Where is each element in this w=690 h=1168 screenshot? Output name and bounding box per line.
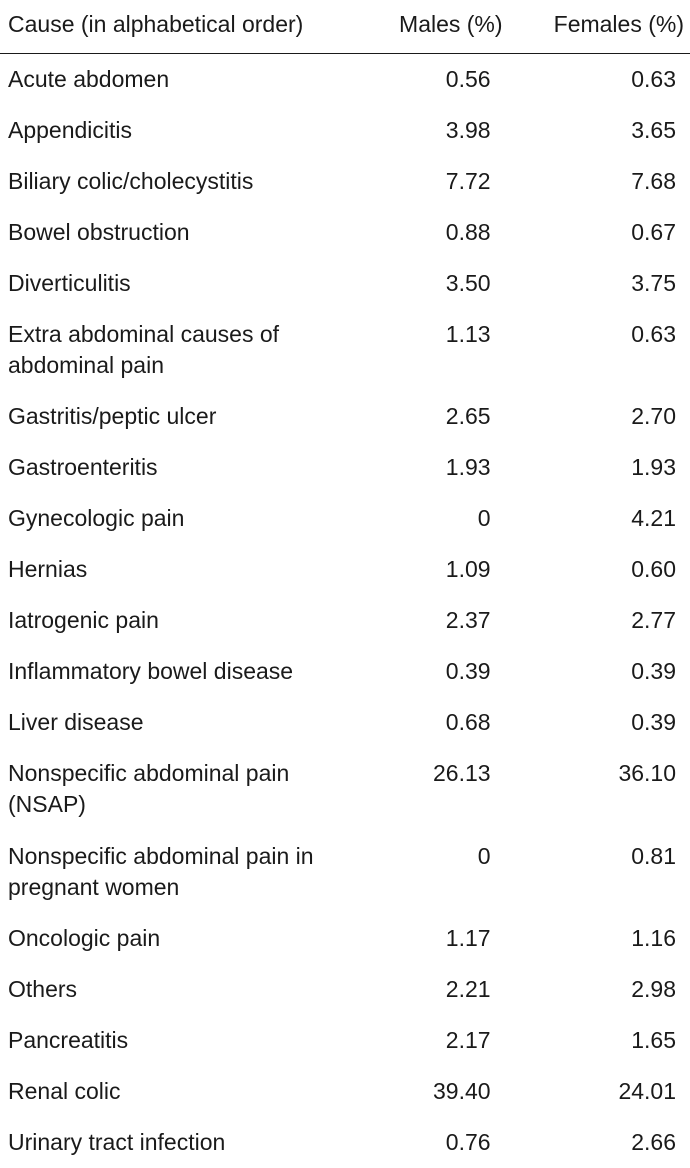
cell-cause: Iatrogenic pain xyxy=(0,595,370,646)
cell-cause: Liver disease xyxy=(0,697,370,748)
cell-cause: Nonspecific abdominal pain in pregnant w… xyxy=(0,831,370,913)
cell-males: 26.13 xyxy=(370,748,523,830)
cell-females: 2.98 xyxy=(523,964,690,1015)
table-row: Pancreatitis 2.17 1.65 xyxy=(0,1015,690,1066)
cell-males: 2.21 xyxy=(370,964,523,1015)
col-header-males: Males (%) xyxy=(370,0,523,53)
cell-males: 1.93 xyxy=(370,442,523,493)
table-header-row: Cause (in alphabetical order) Males (%) … xyxy=(0,0,690,53)
col-header-females: Females (%) xyxy=(523,0,690,53)
cell-cause: Gynecologic pain xyxy=(0,493,370,544)
cell-females: 3.65 xyxy=(523,105,690,156)
table-body: Acute abdomen 0.56 0.63 Appendicitis 3.9… xyxy=(0,53,690,1168)
cell-females: 24.01 xyxy=(523,1066,690,1117)
cell-cause: Diverticulitis xyxy=(0,258,370,309)
cell-males: 0.68 xyxy=(370,697,523,748)
cell-females: 2.77 xyxy=(523,595,690,646)
table-row: Renal colic 39.40 24.01 xyxy=(0,1066,690,1117)
cell-males: 39.40 xyxy=(370,1066,523,1117)
cell-cause: Urinary tract infection xyxy=(0,1117,370,1168)
table-row: Iatrogenic pain 2.37 2.77 xyxy=(0,595,690,646)
cell-females: 0.81 xyxy=(523,831,690,913)
cell-females: 3.75 xyxy=(523,258,690,309)
cell-females: 0.39 xyxy=(523,697,690,748)
cell-males: 0.56 xyxy=(370,53,523,105)
cell-females: 1.65 xyxy=(523,1015,690,1066)
cell-cause: Hernias xyxy=(0,544,370,595)
table-row: Acute abdomen 0.56 0.63 xyxy=(0,53,690,105)
table-row: Gastroenteritis 1.93 1.93 xyxy=(0,442,690,493)
table-row: Appendicitis 3.98 3.65 xyxy=(0,105,690,156)
cell-males: 3.50 xyxy=(370,258,523,309)
cell-cause: Extra abdominal causes of abdominal pain xyxy=(0,309,370,391)
table-row: Inflammatory bowel disease 0.39 0.39 xyxy=(0,646,690,697)
cell-cause: Gastroenteritis xyxy=(0,442,370,493)
cell-males: 0.39 xyxy=(370,646,523,697)
table-row: Hernias 1.09 0.60 xyxy=(0,544,690,595)
cell-males: 2.37 xyxy=(370,595,523,646)
cell-females: 0.63 xyxy=(523,53,690,105)
cell-females: 7.68 xyxy=(523,156,690,207)
cell-males: 1.09 xyxy=(370,544,523,595)
table-row: Urinary tract infection 0.76 2.66 xyxy=(0,1117,690,1168)
cell-females: 4.21 xyxy=(523,493,690,544)
cell-cause: Bowel obstruction xyxy=(0,207,370,258)
cell-females: 2.66 xyxy=(523,1117,690,1168)
cell-cause: Gastritis/peptic ulcer xyxy=(0,391,370,442)
table-row: Extra abdominal causes of abdominal pain… xyxy=(0,309,690,391)
cell-males: 2.65 xyxy=(370,391,523,442)
cell-females: 0.63 xyxy=(523,309,690,391)
cell-cause: Nonspecific abdominal pain (NSAP) xyxy=(0,748,370,830)
cell-males: 0.76 xyxy=(370,1117,523,1168)
cell-males: 1.17 xyxy=(370,913,523,964)
col-header-cause: Cause (in alphabetical order) xyxy=(0,0,370,53)
cell-cause: Inflammatory bowel disease xyxy=(0,646,370,697)
cell-females: 1.93 xyxy=(523,442,690,493)
cell-males: 7.72 xyxy=(370,156,523,207)
cell-cause: Acute abdomen xyxy=(0,53,370,105)
table-row: Gynecologic pain 0 4.21 xyxy=(0,493,690,544)
cell-females: 2.70 xyxy=(523,391,690,442)
cell-females: 0.67 xyxy=(523,207,690,258)
cell-females: 1.16 xyxy=(523,913,690,964)
table-row: Oncologic pain 1.17 1.16 xyxy=(0,913,690,964)
table-row: Nonspecific abdominal pain in pregnant w… xyxy=(0,831,690,913)
cell-males: 2.17 xyxy=(370,1015,523,1066)
cell-cause: Oncologic pain xyxy=(0,913,370,964)
table-row: Liver disease 0.68 0.39 xyxy=(0,697,690,748)
cell-cause: Others xyxy=(0,964,370,1015)
causes-table: Cause (in alphabetical order) Males (%) … xyxy=(0,0,690,1168)
cell-males: 3.98 xyxy=(370,105,523,156)
table-row: Diverticulitis 3.50 3.75 xyxy=(0,258,690,309)
table-row: Gastritis/peptic ulcer 2.65 2.70 xyxy=(0,391,690,442)
cell-females: 0.60 xyxy=(523,544,690,595)
table-row: Bowel obstruction 0.88 0.67 xyxy=(0,207,690,258)
cell-cause: Renal colic xyxy=(0,1066,370,1117)
table-row: Nonspecific abdominal pain (NSAP) 26.13 … xyxy=(0,748,690,830)
causes-table-container: Cause (in alphabetical order) Males (%) … xyxy=(0,0,690,1168)
cell-males: 0 xyxy=(370,493,523,544)
cell-males: 1.13 xyxy=(370,309,523,391)
cell-cause: Biliary colic/cholecystitis xyxy=(0,156,370,207)
cell-cause: Pancreatitis xyxy=(0,1015,370,1066)
cell-females: 0.39 xyxy=(523,646,690,697)
table-row: Biliary colic/cholecystitis 7.72 7.68 xyxy=(0,156,690,207)
table-row: Others 2.21 2.98 xyxy=(0,964,690,1015)
cell-cause: Appendicitis xyxy=(0,105,370,156)
cell-females: 36.10 xyxy=(523,748,690,830)
cell-males: 0 xyxy=(370,831,523,913)
cell-males: 0.88 xyxy=(370,207,523,258)
